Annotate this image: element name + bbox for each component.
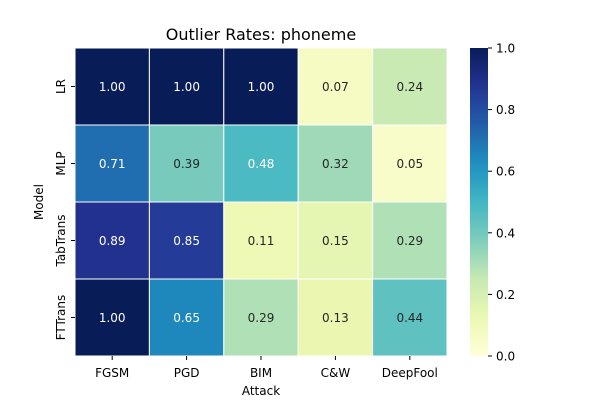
cell-value-label: 0.24 (396, 80, 423, 94)
cell-value-label: 0.29 (248, 311, 275, 325)
cell-value-label: 0.48 (248, 157, 275, 171)
y-tick-label: LR (54, 79, 68, 94)
heatmap-cell (372, 47, 448, 126)
cell-value-label: 0.29 (396, 234, 423, 248)
y-tick-label: TabTrans (54, 214, 68, 267)
cell-value-label: 0.15 (322, 234, 349, 248)
heatmap-cell (372, 201, 448, 280)
x-tick-label: DeepFool (382, 366, 438, 380)
x-tick-label: BIM (250, 366, 272, 380)
x-tick-label: FGSM (95, 366, 129, 380)
x-tick-label: PGD (174, 366, 200, 380)
cell-value-label: 1.00 (248, 80, 275, 94)
heatmap-cell (148, 47, 225, 126)
colorbar-ticks: 0.0 0.2 0.4 0.6 0.8 1.0 (488, 42, 515, 364)
colorbar-tick-label: 0.4 (496, 226, 515, 240)
cell-value-label: 0.44 (396, 311, 423, 325)
cell-value-label: 0.05 (396, 157, 423, 171)
heatmap-cell (74, 124, 150, 203)
cell-value-label: 0.32 (322, 157, 349, 171)
x-axis-ticks: FGSM PGD BIM C&W DeepFool (95, 356, 438, 380)
cell-value-label: 0.65 (173, 311, 200, 325)
heatmap-cell (74, 47, 150, 126)
heatmap-cell (223, 124, 299, 203)
colorbar-tick-label: 0.8 (496, 103, 515, 117)
x-axis-label: Attack (242, 384, 280, 398)
cell-value-label: 1.00 (99, 80, 126, 94)
heatmap-cell (223, 201, 299, 280)
colorbar-tick-label: 0.6 (496, 165, 515, 179)
cell-value-label: 0.07 (322, 80, 349, 94)
heatmap-cell (223, 278, 299, 357)
heatmap-cell (297, 47, 374, 126)
colorbar-tick-label: 0.0 (496, 350, 515, 364)
x-tick-label: C&W (321, 366, 351, 380)
chart-title: Outlier Rates: phoneme (166, 25, 356, 44)
y-axis-ticks: LR MLP TabTrans FTTrans (54, 79, 75, 340)
cell-value-label: 0.39 (173, 157, 200, 171)
colorbar-tick-label: 1.0 (496, 42, 515, 56)
cell-value-label: 0.11 (248, 234, 275, 248)
y-axis-label: Model (32, 184, 46, 220)
heatmap-cell (148, 278, 225, 357)
heatmap-cell (372, 278, 448, 357)
heatmap-cell (297, 201, 374, 280)
heatmap-cells: 1.00 1.00 1.00 0.07 0.24 0.71 0.39 0.48 0.32 0.05… (74, 47, 448, 357)
cell-value-label: 0.85 (173, 234, 200, 248)
colorbar-tick-label: 0.2 (496, 288, 515, 302)
heatmap-cell (223, 47, 299, 126)
heatmap-cell (148, 201, 225, 280)
cell-value-label: 1.00 (173, 80, 200, 94)
cell-value-label: 0.71 (99, 157, 126, 171)
heatmap-cell (297, 278, 374, 357)
colorbar (470, 48, 488, 356)
heatmap-cell (372, 124, 448, 203)
cell-value-label: 0.89 (99, 234, 126, 248)
y-tick-label: MLP (54, 151, 68, 175)
cell-value-label: 1.00 (99, 311, 126, 325)
y-tick-label: FTTrans (54, 295, 68, 341)
cell-value-label: 0.13 (322, 311, 349, 325)
